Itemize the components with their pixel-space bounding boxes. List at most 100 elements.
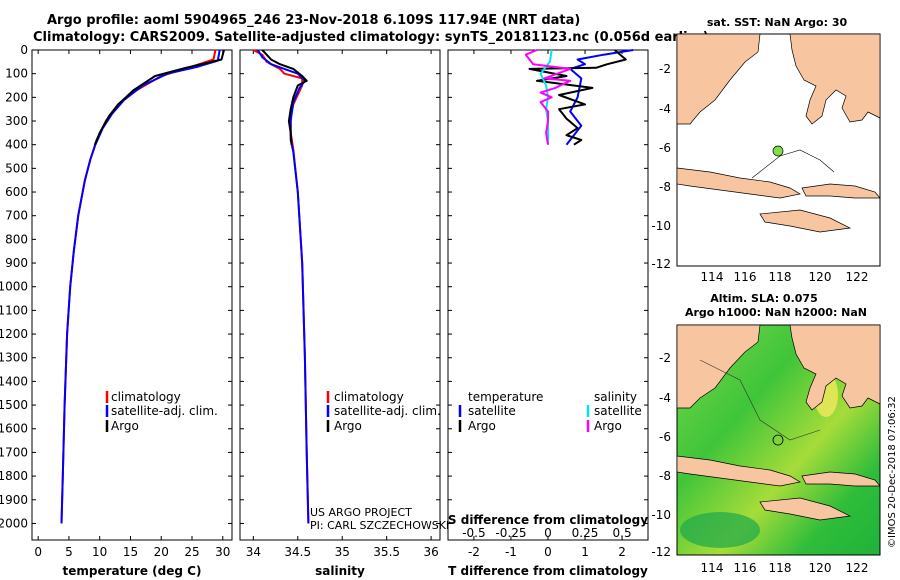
difference-panel: -2 -1 0 1 2 -0.5 -0.25 0 0.25 0.5: [448, 49, 648, 559]
xtick-label-salinity: 0: [544, 526, 552, 540]
map-top-xtick: 114: [701, 270, 724, 284]
legend-argo: Argo: [334, 419, 362, 433]
series-line-argo: [261, 49, 308, 145]
map-bottom-yticks: -2 -4 -6 -8 -10 -12: [651, 351, 671, 559]
map-top: 114 116 118 120 122 -2 -4 -6 -8 -10 -12: [651, 33, 881, 284]
map-bottom-ytick: -6: [659, 430, 671, 444]
map-top-xtick: 122: [846, 270, 869, 284]
map-bottom-ytick: -2: [659, 351, 671, 365]
depth-tick-label: 1600: [0, 422, 28, 436]
map-bottom-title1: Altim. SLA: 0.075: [710, 292, 817, 305]
depth-tick-label: 500: [5, 161, 28, 175]
xtick-label: -2: [468, 545, 480, 559]
map-bottom-xtick: 120: [809, 561, 832, 575]
map-bottom-ytick: -12: [651, 545, 671, 559]
depth-tick-label: 0: [20, 43, 28, 57]
temperature-panel: 0100200300400500600700800900100011001200…: [0, 43, 232, 559]
series-line-argo: [93, 49, 225, 146]
map-top-land: [676, 33, 881, 233]
xtick-label: 5: [65, 545, 73, 559]
salinity-panel-frame: [239, 49, 441, 541]
legend-climatology: climatology: [334, 390, 404, 404]
legend-climatology: climatology: [111, 390, 181, 404]
series-line-t-satellite: [565, 49, 634, 146]
xtick-label: 25: [184, 545, 199, 559]
depth-tick-label: 1000: [0, 280, 28, 294]
xtick-label: 34.5: [284, 545, 311, 559]
legend-t-argo: Argo: [468, 419, 496, 433]
depth-tick-label: 300: [5, 114, 28, 128]
depth-tick-label: 1500: [0, 398, 28, 412]
map-bottom-land: [676, 324, 881, 521]
xtick-label: 34: [246, 545, 261, 559]
map-bottom-xticks: 114 116 118 120 122: [701, 561, 869, 575]
depth-tick-label: 600: [5, 185, 28, 199]
temperature-legend: climatology satellite-adj. clim. Argo: [105, 390, 218, 433]
map-bottom-ytick: -8: [659, 469, 671, 483]
temperature-xlabel: temperature (deg C): [63, 564, 202, 578]
xtick-label: 2: [618, 545, 626, 559]
map-top-xtick: 116: [734, 270, 757, 284]
depth-tick-label: 800: [5, 232, 28, 246]
map-top-ytick: -6: [659, 141, 671, 155]
series-line-climatology: [60, 49, 217, 524]
map-bottom-ytick: -10: [651, 508, 671, 522]
series-line-s-argo: [524, 49, 572, 145]
depth-tick-label: 900: [5, 256, 28, 270]
xtick-label: 36: [423, 545, 438, 559]
map-top-xtick: 120: [809, 270, 832, 284]
xtick-label-salinity: 0.5: [613, 526, 632, 540]
difference-legend: temperature satellite Argo salinity sate…: [458, 390, 642, 433]
legend-t-satellite: satellite: [468, 404, 516, 418]
depth-tick-label: 200: [5, 90, 28, 104]
salinity-panel: 34 34.5 35 35.5 36: [240, 49, 440, 559]
difference-xlabel: T difference from climatology: [448, 564, 648, 578]
depth-tick-label: 1300: [0, 351, 28, 365]
xtick-label: 35: [335, 545, 350, 559]
depth-tick-label: 1200: [0, 327, 28, 341]
map-top-xticks: 114 116 118 120 122: [701, 270, 869, 284]
header-line2: Climatology: CARS2009. Satellite-adjuste…: [33, 30, 709, 45]
xtick-label: 15: [123, 545, 138, 559]
legend-satellite: satellite-adj. clim.: [111, 404, 218, 418]
depth-tick-label: 400: [5, 138, 28, 152]
credit-imos: ©IMOS 20-Dec-2018 07:06:32: [887, 396, 898, 548]
map-bottom-xtick: 122: [846, 561, 869, 575]
map-bottom-xtick: 114: [701, 561, 724, 575]
depth-tick-label: 2000: [0, 516, 28, 530]
xtick-label: 30: [215, 545, 230, 559]
depth-tick-label: 1800: [0, 469, 28, 483]
map-top-ytick: -10: [651, 219, 671, 233]
header-line1: Argo profile: aoml 5904965_246 23-Nov-20…: [47, 13, 580, 28]
map-top-xtick: 118: [769, 270, 792, 284]
xtick-label: 20: [154, 545, 169, 559]
map-bottom-xtick: 116: [734, 561, 757, 575]
xtick-label: 10: [92, 545, 107, 559]
xtick-label: -1: [505, 545, 517, 559]
map-top-yticks: -2 -4 -6 -8 -10 -12: [651, 62, 671, 271]
credit-project: US ARGO PROJECT: [310, 506, 412, 519]
map-bottom-sla-low: [680, 512, 760, 548]
map-top-ytick: -2: [659, 62, 671, 76]
map-bottom: 114 116 118 120 122 -2 -4 -6 -8 -10 -12: [651, 324, 881, 575]
legend-salinity-title: salinity: [594, 390, 637, 404]
map-top-ytick: -4: [659, 102, 671, 116]
difference-xlabel-salinity: S difference from climatology: [448, 513, 648, 527]
xtick-label-salinity: 0.25: [572, 526, 599, 540]
map-top-ytick: -8: [659, 180, 671, 194]
legend-argo: Argo: [111, 419, 139, 433]
depth-tick-label: 1700: [0, 445, 28, 459]
depth-tick-label: 700: [5, 209, 28, 223]
xtick-label: 35.5: [373, 545, 400, 559]
map-bottom-ytick: -4: [659, 391, 671, 405]
salinity-legend: climatology satellite-adj. clim. Argo: [326, 390, 441, 433]
xtick-label-salinity: -0.5: [462, 526, 485, 540]
xtick-label: 0: [544, 545, 552, 559]
credit-pi: PI: CARL SZCZECHOWSKI: [310, 519, 449, 532]
depth-tick-label: 1400: [0, 374, 28, 388]
xtick-label-salinity: -0.25: [495, 526, 526, 540]
series-line-t-argo: [528, 49, 627, 146]
legend-temperature-title: temperature: [468, 390, 543, 404]
map-bottom-xtick: 118: [769, 561, 792, 575]
